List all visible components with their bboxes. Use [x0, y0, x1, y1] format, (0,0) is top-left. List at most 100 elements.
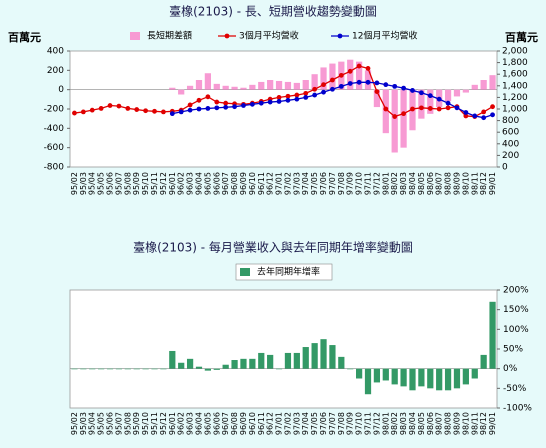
bar — [240, 358, 247, 369]
marker — [365, 79, 371, 85]
bar — [195, 80, 203, 90]
x-tick-label: 96/06 — [212, 412, 221, 435]
x-tick-label: 96/09 — [239, 172, 248, 195]
x-tick-label: 96/04 — [194, 412, 203, 435]
marker — [347, 81, 353, 86]
marker — [276, 99, 282, 104]
bar — [222, 85, 229, 90]
marker — [410, 88, 415, 93]
y2-tick-label: 600 — [502, 128, 519, 138]
y2-tick-label: 1,200 — [502, 93, 528, 103]
chart-title: 臺橡(2103) - 長、短期營收趨勢變動圖 — [169, 4, 377, 19]
bar — [293, 352, 300, 369]
x-tick-label: 97/07 — [328, 412, 337, 435]
marker — [418, 90, 424, 96]
marker — [125, 106, 131, 111]
marker — [356, 63, 362, 69]
marker — [187, 102, 193, 108]
bar — [329, 63, 336, 90]
x-tick-label: 98/01 — [381, 412, 390, 435]
x-tick-label: 98/05 — [417, 412, 426, 435]
y-tick-label: 400 — [47, 47, 64, 57]
x-tick-label: 98/07 — [435, 172, 444, 195]
bar — [80, 368, 87, 370]
marker — [383, 106, 389, 112]
x-tick-label: 98/10 — [461, 412, 470, 435]
marker — [249, 101, 255, 107]
x-tick-label: 96/09 — [239, 412, 248, 435]
x-tick-label: 95/07 — [114, 172, 123, 195]
x-tick-label: 98/03 — [399, 412, 408, 435]
x-tick-label: 96/08 — [230, 172, 239, 195]
x-tick-label: 97/11 — [364, 172, 373, 195]
bar — [213, 368, 220, 370]
marker — [321, 89, 326, 95]
plot-area — [69, 289, 498, 409]
x-tick-label: 96/07 — [221, 412, 230, 435]
x-tick-label: 97/01 — [275, 412, 284, 435]
marker — [418, 105, 424, 111]
bar — [311, 343, 318, 369]
bar — [347, 59, 354, 90]
marker — [338, 72, 344, 78]
x-tick-label: 98/02 — [390, 172, 399, 195]
y-tick-label: 0 — [58, 85, 64, 95]
legend-label: 長短期差額 — [147, 30, 192, 42]
bar — [373, 368, 381, 383]
x-tick-label: 97/11 — [364, 412, 373, 435]
x-tick-label: 96/04 — [194, 172, 203, 195]
x-tick-label: 97/04 — [301, 412, 310, 435]
marker — [454, 105, 460, 111]
x-tick-label: 96/03 — [186, 172, 195, 195]
bar — [267, 80, 274, 90]
marker — [356, 79, 362, 85]
x-tick-label: 95/09 — [132, 172, 141, 195]
y2-tick-label: 0 — [502, 163, 508, 173]
bar — [311, 74, 318, 90]
x-tick-label: 97/01 — [275, 172, 284, 195]
marker — [267, 99, 273, 105]
y2-axis-label: 百萬元 — [505, 30, 538, 44]
bar — [213, 83, 220, 90]
x-tick-label: 95/02 — [70, 172, 79, 195]
bar — [178, 362, 185, 369]
marker — [134, 107, 140, 112]
marker — [490, 112, 495, 118]
legend-marker — [224, 33, 230, 39]
bar — [160, 368, 167, 370]
bar — [169, 87, 176, 90]
bar — [275, 368, 283, 370]
marker — [116, 103, 122, 109]
marker — [205, 94, 211, 100]
x-tick-label: 96/07 — [221, 172, 230, 195]
marker — [169, 111, 175, 117]
marker — [392, 83, 398, 89]
marker — [143, 108, 149, 114]
x-tick-label: 96/10 — [248, 172, 257, 195]
x-tick-label: 97/08 — [337, 172, 346, 195]
bar — [409, 368, 416, 391]
x-tick-label: 95/06 — [106, 172, 115, 195]
bar — [222, 364, 229, 369]
x-tick-label: 98/02 — [390, 412, 399, 435]
x-tick-label: 97/10 — [355, 412, 364, 435]
marker — [330, 77, 335, 83]
marker — [338, 83, 344, 89]
bar — [427, 89, 434, 114]
bar — [356, 368, 363, 379]
y-tick-label: 50% — [503, 345, 523, 355]
x-tick-label: 97/12 — [372, 172, 381, 195]
plot-area — [69, 50, 498, 168]
x-tick-label: 98/12 — [479, 412, 488, 435]
x-tick-label: 95/07 — [114, 412, 123, 435]
marker — [383, 82, 389, 88]
legend-label: 去年同期年增率 — [257, 266, 320, 278]
x-tick-label: 98/08 — [444, 172, 453, 195]
x-tick-label: 95/04 — [88, 172, 97, 195]
marker — [152, 108, 157, 114]
bar — [151, 368, 158, 370]
bar — [320, 339, 327, 369]
y-tick-label: -100% — [503, 404, 532, 414]
x-tick-label: 96/12 — [266, 172, 275, 195]
